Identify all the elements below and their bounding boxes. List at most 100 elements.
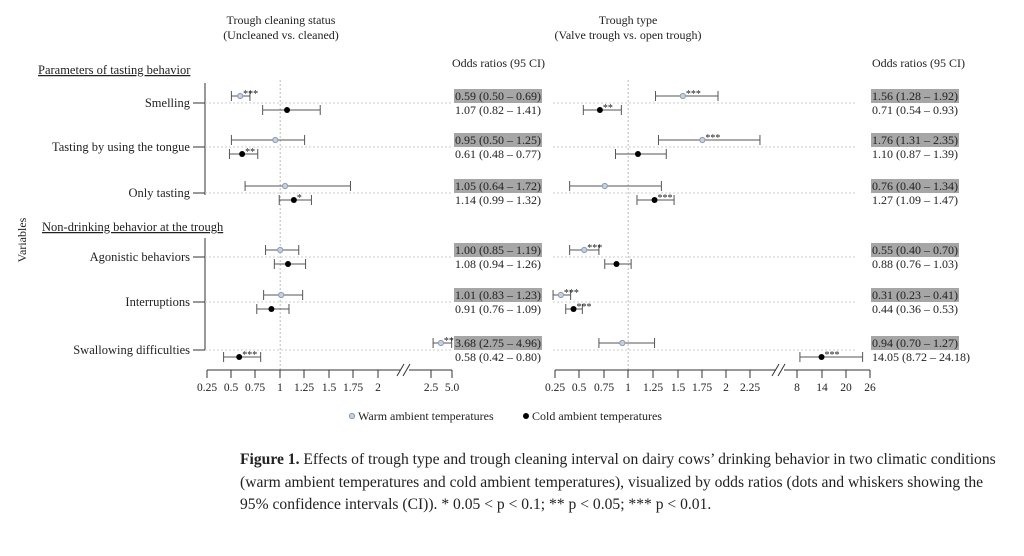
- variable-label: Agonistic behaviors: [90, 250, 190, 264]
- significance-stars: **: [245, 147, 255, 158]
- warm-value-highlight: [871, 179, 959, 193]
- warm-point: [679, 92, 686, 100]
- cold-odds-ratio-value: 1.27 (1.09 – 1.47): [872, 193, 958, 207]
- group-header: Non-drinking behavior at the trough: [42, 220, 224, 234]
- variable-label: Interruptions: [125, 295, 190, 309]
- cold-point: [570, 306, 577, 312]
- warm-odds-ratio-value: 0.59 (0.50 – 0.69): [455, 89, 541, 103]
- legend-cold-label: Cold ambient temperatures: [532, 409, 662, 423]
- warm-point: [277, 246, 284, 254]
- x-tick-label: 1.5: [671, 382, 686, 394]
- warm-value-highlight: [871, 133, 959, 147]
- x-tick-label: 0.5: [224, 382, 239, 394]
- warm-odds-ratio-value: 3.68 (2.75 – 4.96): [455, 336, 541, 350]
- x-tick-label: 26: [864, 382, 876, 394]
- cold-odds-ratio-value: 1.08 (0.94 – 1.26): [455, 257, 541, 271]
- cold-point: [284, 107, 291, 113]
- x-tick-label: 2: [375, 382, 381, 394]
- cold-odds-ratio-value: 1.10 (0.87 – 1.39): [872, 147, 958, 161]
- warm-point: [278, 291, 285, 299]
- variable-label: Swallowing difficulties: [73, 343, 190, 357]
- x-tick-label: 1.5: [322, 382, 337, 394]
- cold-point: [285, 261, 292, 267]
- cold-point: [596, 107, 603, 113]
- significance-stars: ***: [587, 243, 602, 254]
- axis-break-mark: [396, 363, 405, 377]
- warm-value-highlight: [454, 288, 542, 302]
- panel-title: Trough cleaning status: [227, 13, 336, 27]
- x-tick-label: 1.75: [343, 382, 363, 394]
- warm-point: [272, 136, 279, 144]
- cold-odds-ratio-value: 0.88 (0.76 – 1.03): [872, 257, 958, 271]
- warm-point: [619, 339, 626, 347]
- significance-stars: ***: [825, 350, 840, 361]
- significance-stars: ***: [564, 288, 579, 299]
- cold-odds-ratio-value: 0.44 (0.36 – 0.53): [872, 302, 958, 316]
- warm-odds-ratio-value: 1.05 (0.64 – 1.72): [455, 179, 541, 193]
- figure-caption: Figure 1. Effects of trough type and tro…: [240, 449, 1015, 517]
- x-tick-label: 2.25: [740, 382, 760, 394]
- warm-odds-ratio-value: 0.95 (0.50 – 1.25): [455, 133, 541, 147]
- warm-value-highlight: [454, 336, 542, 350]
- cold-point: [239, 151, 246, 157]
- x-tick-label: 1.75: [692, 382, 712, 394]
- cold-point: [818, 354, 825, 360]
- variable-label: Tasting by using the tongue: [52, 140, 190, 154]
- x-tick-label: 1.25: [294, 382, 314, 394]
- warm-value-highlight: [454, 89, 542, 103]
- caption-text: Effects of trough type and trough cleani…: [240, 451, 996, 513]
- x-tick-label: 0.25: [545, 382, 565, 394]
- x-tick-label: 1.25: [643, 382, 663, 394]
- legend-cold-marker: [523, 413, 529, 419]
- caption-label: Figure 1.: [240, 451, 300, 468]
- x-tick-label: 8: [794, 382, 800, 394]
- significance-stars: ***: [705, 133, 720, 144]
- panel-subtitle: (Valve trough vs. open trough): [555, 28, 702, 42]
- warm-odds-ratio-value: 0.31 (0.23 – 0.41): [872, 288, 958, 302]
- significance-stars: ***: [577, 302, 592, 313]
- x-tick-label: 1: [277, 382, 283, 394]
- cold-odds-ratio-value: 0.61 (0.48 – 0.77): [455, 147, 541, 161]
- cold-odds-ratio-value: 0.71 (0.54 – 0.93): [872, 103, 958, 117]
- significance-stars: ***: [444, 336, 459, 347]
- warm-point: [281, 182, 289, 190]
- x-tick-label: 0.75: [594, 382, 614, 394]
- variable-label: Smelling: [145, 96, 191, 110]
- cold-point: [290, 197, 297, 203]
- x-tick-label: 0.75: [245, 382, 265, 394]
- warm-odds-ratio-value: 0.55 (0.40 – 0.70): [872, 243, 958, 257]
- axis-break-mark: [777, 363, 786, 377]
- warm-odds-ratio-value: 1.01 (0.83 – 1.23): [455, 288, 541, 302]
- significance-stars: ***: [686, 89, 701, 100]
- x-tick-label: 1: [625, 382, 631, 394]
- x-tick-label: 2: [723, 382, 729, 394]
- cold-point: [651, 197, 658, 203]
- panel-subtitle: (Uncleaned vs. cleaned): [223, 28, 339, 42]
- warm-value-highlight: [454, 243, 542, 257]
- cold-point: [268, 306, 275, 312]
- cold-point: [634, 151, 641, 157]
- odds-ratio-header: Odds ratios (95 CI): [452, 56, 545, 70]
- significance-stars: ***: [243, 89, 258, 100]
- legend-warm-label: Warm ambient temperatures: [358, 409, 494, 423]
- cold-odds-ratio-value: 0.58 (0.42 – 0.80): [455, 350, 541, 364]
- forest-plot: Variables Parameters of tasting behavior N…: [15, 13, 970, 423]
- cold-odds-ratio-value: 0.91 (0.76 – 1.09): [455, 302, 541, 316]
- x-tick-label: 0.25: [197, 382, 217, 394]
- panel-title: Trough type: [599, 13, 658, 27]
- warm-point: [601, 182, 608, 190]
- warm-value-highlight: [454, 133, 542, 147]
- significance-stars: *: [297, 193, 302, 204]
- significance-stars: ***: [658, 193, 673, 204]
- group-header: Parameters of tasting behavior: [38, 63, 191, 77]
- warm-point: [699, 136, 706, 144]
- axis-break-mark: [771, 363, 780, 377]
- warm-point: [237, 92, 244, 100]
- significance-stars: ***: [242, 350, 257, 361]
- cold-odds-ratio-value: 14.05 (8.72 – 24.18): [872, 350, 970, 364]
- cold-point: [613, 261, 620, 267]
- warm-odds-ratio-value: 1.00 (0.85 – 1.19): [455, 243, 541, 257]
- warm-odds-ratio-value: 1.56 (1.28 – 1.92): [872, 89, 958, 103]
- cold-odds-ratio-value: 1.07 (0.82 – 1.41): [455, 103, 541, 117]
- axis-break-mark: [402, 363, 411, 377]
